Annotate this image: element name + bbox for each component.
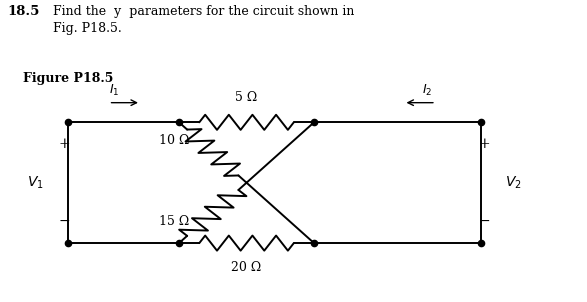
Text: 15 Ω: 15 Ω [159,215,189,229]
Text: +: + [478,137,490,151]
Text: +: + [59,137,70,151]
Text: $I_1$: $I_1$ [109,83,120,98]
Text: 18.5: 18.5 [7,5,39,18]
Text: $I_2$: $I_2$ [422,83,432,98]
Text: 10 Ω: 10 Ω [159,134,189,147]
Text: Fig. P18.5.: Fig. P18.5. [53,22,122,35]
Text: 20 Ω: 20 Ω [231,261,262,274]
Text: Figure P18.5: Figure P18.5 [23,72,114,85]
Text: $V_2$: $V_2$ [505,175,522,191]
Text: −: − [478,214,490,228]
Text: Find the  y  parameters for the circuit shown in: Find the y parameters for the circuit sh… [53,5,354,18]
Text: 5 Ω: 5 Ω [235,91,258,104]
Text: $V_1$: $V_1$ [27,175,43,191]
Text: −: − [59,214,70,228]
